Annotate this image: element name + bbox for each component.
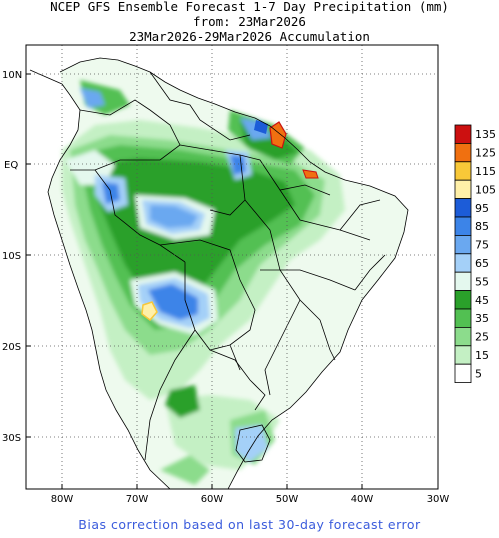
precip-shading (48, 58, 408, 489)
colorbar-swatch (454, 179, 472, 199)
lat-label-10n: 10N (2, 70, 22, 81)
colorbar-label: 95 (475, 202, 489, 215)
colorbar-label: 75 (475, 239, 489, 252)
colorbar-label: 15 (475, 349, 489, 362)
colorbar-swatch (454, 308, 472, 328)
colorbar-swatch (454, 142, 472, 163)
colorbar-swatch (454, 363, 472, 384)
rain-115mm-spot (141, 301, 158, 322)
colorbar-label: 45 (475, 294, 489, 307)
lon-label-40w: 40W (351, 494, 374, 505)
lat-label-30s: 30S (2, 433, 21, 444)
lon-label-70w: 70W (126, 494, 149, 505)
colorbar-label: 25 (475, 331, 489, 344)
lon-label-50w: 50W (276, 494, 299, 505)
colorbar-label: 85 (475, 220, 489, 233)
lat-label-eq: EQ (4, 160, 18, 171)
colorbar-swatch (454, 345, 472, 365)
graticule (26, 45, 438, 489)
lat-label-10s: 10S (2, 251, 21, 262)
colorbar-swatch (454, 216, 472, 236)
lon-label-80w: 80W (51, 494, 74, 505)
colorbar-swatch (454, 326, 472, 347)
colorbar-swatch (454, 161, 472, 181)
colorbar-label: 5 (475, 367, 482, 380)
colorbar-swatch (454, 234, 472, 255)
lat-label-20s: 20S (2, 342, 21, 353)
colorbar-label: 55 (475, 275, 489, 288)
colorbar-label: 125 (475, 147, 496, 160)
colorbar: 135 125 115 105 95 85 75 65 55 45 35 25 15 5 (454, 124, 496, 384)
forecast-start-date: from: 23Mar2026 (193, 14, 306, 29)
rain-135mm-spot (269, 121, 287, 149)
colorbar-label: 65 (475, 257, 489, 270)
lon-label-60w: 60W (201, 494, 224, 505)
colorbar-swatch (454, 198, 472, 218)
colorbar-label: 115 (475, 165, 496, 178)
accumulation-period: 23Mar2026-29Mar2026 Accumulation (129, 29, 370, 44)
rain-85mm (150, 205, 198, 228)
colorbar-swatch (454, 253, 472, 273)
bias-correction-note: Bias correction based on last 30-day for… (78, 517, 421, 532)
colorbar-swatch (454, 271, 472, 292)
lon-label-30w: 30W (427, 494, 450, 505)
colorbar-swatch (454, 290, 472, 310)
colorbar-swatch (454, 124, 472, 144)
map-title: NCEP GFS Ensemble Forecast 1-7 Day Preci… (50, 0, 449, 14)
colorbar-label: 105 (475, 183, 496, 196)
country-borders (29, 57, 409, 489)
colorbar-label: 35 (475, 312, 489, 325)
colorbar-label: 135 (475, 128, 496, 141)
